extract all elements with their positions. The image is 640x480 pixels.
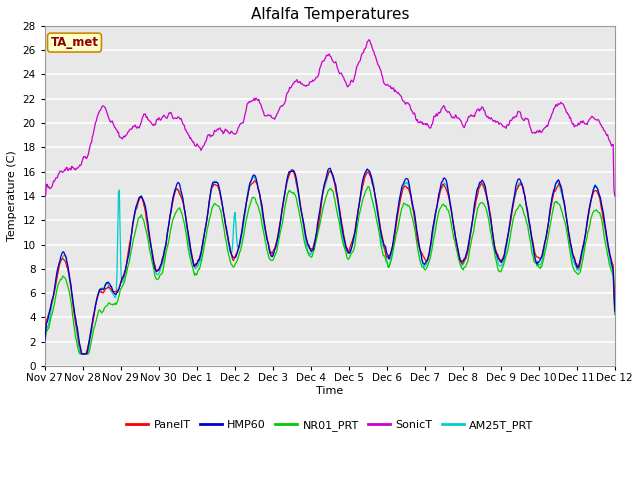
Y-axis label: Temperature (C): Temperature (C) [7, 151, 17, 241]
Text: TA_met: TA_met [51, 36, 99, 49]
X-axis label: Time: Time [316, 386, 344, 396]
Legend: PanelT, HMP60, NR01_PRT, SonicT, AM25T_PRT: PanelT, HMP60, NR01_PRT, SonicT, AM25T_P… [122, 416, 538, 436]
Title: Alfalfa Temperatures: Alfalfa Temperatures [250, 7, 409, 22]
